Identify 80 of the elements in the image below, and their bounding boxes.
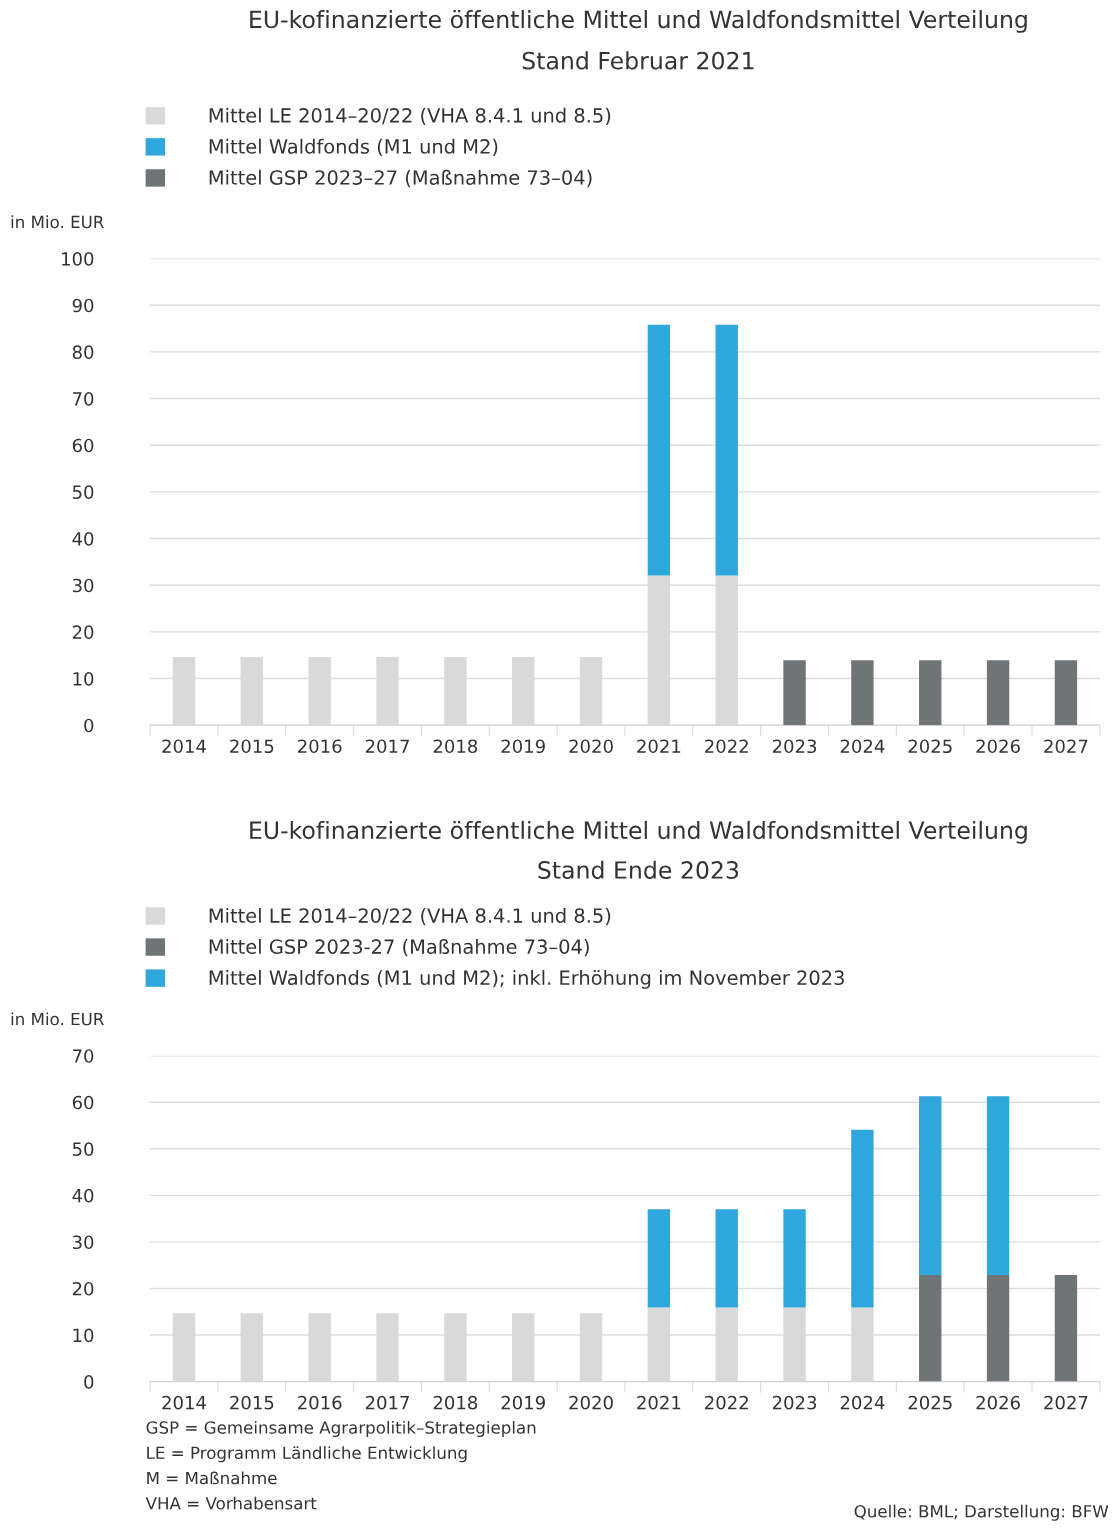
legend-label: Mittel Waldfonds (M1 und M2); inkl. Erhöhung im November 2023 [209, 970, 844, 989]
y-tick-label: 80 [72, 345, 94, 360]
text: M = Maßnahme [147, 1471, 277, 1485]
x-tick-label: 2022 [705, 1395, 748, 1410]
x-tick-label: 2016 [298, 1395, 342, 1410]
y-tick-label: 50 [72, 1142, 94, 1156]
x-tick-label: 2015 [230, 1395, 274, 1410]
bar [783, 1209, 806, 1308]
x-tick-label: 2023 [772, 739, 817, 754]
bar [647, 1209, 671, 1308]
y-tick-label: 100 [62, 252, 94, 266]
x-tick-label: 2026 [976, 1395, 1020, 1410]
x-tick-label: 2027 [1044, 739, 1088, 754]
y-tick-label: 10 [73, 672, 94, 686]
bar [986, 660, 1010, 726]
x-tick-label: 2021 [637, 739, 681, 754]
bar [919, 1274, 942, 1382]
x-tick-label: 2019 [501, 739, 545, 754]
chart-title: EU-kofinanzierte öffentliche Mittel und Waldfondsmittel Verteilung [250, 9, 1027, 33]
bar [851, 1129, 874, 1308]
x-tick-label: 2017 [365, 1395, 409, 1410]
x-tick-label: 2016 [298, 739, 342, 754]
legend-label: Mittel LE 2014–20/22 (VHA 8.4.1 und 8.5) [209, 907, 611, 926]
x-tick-label: 2023 [772, 1395, 817, 1410]
chart-title: EU-kofinanzierte öffentliche Mittel und Waldfondsmittel Verteilung [250, 820, 1027, 844]
x-tick-label: 2017 [365, 739, 409, 754]
y-tick-label: 20 [72, 625, 94, 640]
y-tick-label: 0 [84, 1375, 94, 1389]
y-tick-label: 30 [72, 578, 94, 593]
chart-subtitle: Stand Ende 2023 [538, 860, 739, 879]
bar [1054, 1274, 1078, 1382]
legend-label: Mittel GSP 2023–27 (Maßnahme 73–04) [209, 169, 592, 188]
y-axis-title: in Mio. EUR [11, 1012, 104, 1026]
x-tick-label: 2024 [840, 1395, 885, 1410]
bar [986, 1096, 1010, 1275]
y-tick-label: 60 [72, 1095, 94, 1110]
y-tick-label: 0 [84, 718, 94, 733]
x-tick-label: 2026 [976, 739, 1020, 754]
legend-label: Mittel LE 2014–20/22 (VHA 8.4.1 und 8.5) [209, 107, 611, 126]
x-tick-label: 2015 [230, 739, 274, 754]
bar [1054, 660, 1078, 726]
x-tick-label: 2024 [840, 739, 885, 754]
y-tick-label: 20 [72, 1281, 94, 1296]
text: VHA = Vorhabensart [145, 1496, 317, 1510]
bar [715, 324, 738, 576]
chart-subtitle: Stand Februar 2021 [522, 51, 754, 70]
x-tick-label: 2019 [501, 1395, 545, 1410]
bar [986, 1274, 1010, 1382]
x-tick-label: 2018 [433, 1395, 478, 1410]
y-tick-label: 50 [72, 485, 94, 500]
bar [715, 1209, 738, 1308]
x-tick-label: 2014 [162, 1395, 206, 1410]
text: GSP = Gemeinsame Agrarpolitik–Strategieplan [146, 1420, 536, 1438]
legend-label: Mittel GSP 2023-27 (Maßnahme 73–04) [209, 938, 589, 957]
bar [851, 660, 874, 726]
x-tick-label: 2020 [569, 739, 613, 754]
text: LE = Programm Ländliche Entwicklung [147, 1446, 467, 1463]
y-axis-title: in Mio. EUR [11, 215, 104, 229]
y-tick-label: 10 [73, 1328, 94, 1343]
bar [919, 1096, 942, 1275]
bar [783, 660, 806, 726]
x-tick-label: 2027 [1044, 1395, 1088, 1410]
bar [647, 324, 671, 576]
x-tick-label: 2018 [433, 739, 478, 754]
y-tick-label: 30 [72, 1235, 94, 1250]
bar [919, 660, 942, 726]
x-tick-label: 2014 [162, 739, 206, 754]
x-tick-label: 2020 [569, 1395, 613, 1410]
y-tick-label: 40 [72, 532, 94, 546]
legend-label: Mittel Waldfonds (M1 und M2) [209, 138, 498, 157]
y-tick-label: 40 [72, 1188, 94, 1203]
x-tick-label: 2021 [637, 1395, 681, 1410]
y-tick-label: 90 [72, 298, 94, 313]
x-tick-label: 2025 [908, 1395, 952, 1410]
source-note: Quelle: BML; Darstellung: BFW [854, 1504, 1109, 1521]
y-tick-label: 70 [73, 1049, 94, 1063]
y-tick-label: 70 [73, 392, 94, 406]
x-tick-label: 2025 [908, 739, 952, 754]
y-tick-label: 60 [72, 438, 94, 453]
x-tick-label: 2022 [705, 739, 748, 754]
